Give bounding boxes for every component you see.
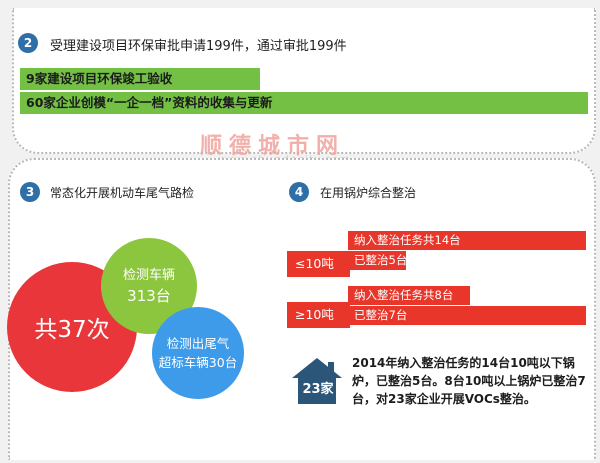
green-bar-acceptance: 9家建设项目环保竣工验收 — [20, 68, 260, 90]
boiler-small-task: 纳入整治任务共14台 — [348, 231, 586, 250]
boiler-small-done: 已整治5台 — [348, 251, 407, 270]
detected-vehicles-value: 313台 — [127, 287, 171, 305]
section-3-title: 常态化开展机动车尾气路检 — [50, 186, 195, 200]
green-bar-records: 60家企业创模“一企一档”资料的收集与更新 — [20, 92, 588, 114]
boiler-summary: 2014年纳入整治任务的14台10吨以下锅炉，已整治5台。8台10吨以上锅炉已整… — [352, 356, 586, 406]
boiler-small-label: ≤10吨 — [287, 251, 350, 277]
watermark-text: 顺德城市网 — [200, 134, 346, 159]
boiler-large-label: ≥10吨 — [287, 302, 350, 328]
exceeded-vehicles-circle: 检测出尾气 超标车辆30台 — [152, 307, 244, 399]
section-2-number: 2 — [18, 33, 38, 53]
house-icon — [292, 358, 342, 404]
boiler-large-done: 已整治7台 — [348, 306, 586, 325]
section-4-number: 4 — [289, 182, 309, 202]
section-4-title: 在用锅炉综合整治 — [320, 186, 417, 200]
boiler-large-task: 纳入整治任务共8台 — [348, 286, 470, 305]
house-label: 23家 — [302, 382, 334, 397]
detected-vehicles-label: 检测车辆 — [122, 268, 175, 283]
total-checks-text: 共37次 — [34, 317, 110, 343]
exceeded-vehicles-label: 检测出尾气 — [166, 336, 230, 351]
section-2-title: 受理建设项目环保审批申请199件，通过审批199件 — [50, 39, 347, 54]
section-3-number: 3 — [20, 182, 40, 202]
exceeded-vehicles-value: 超标车辆30台 — [158, 355, 238, 370]
